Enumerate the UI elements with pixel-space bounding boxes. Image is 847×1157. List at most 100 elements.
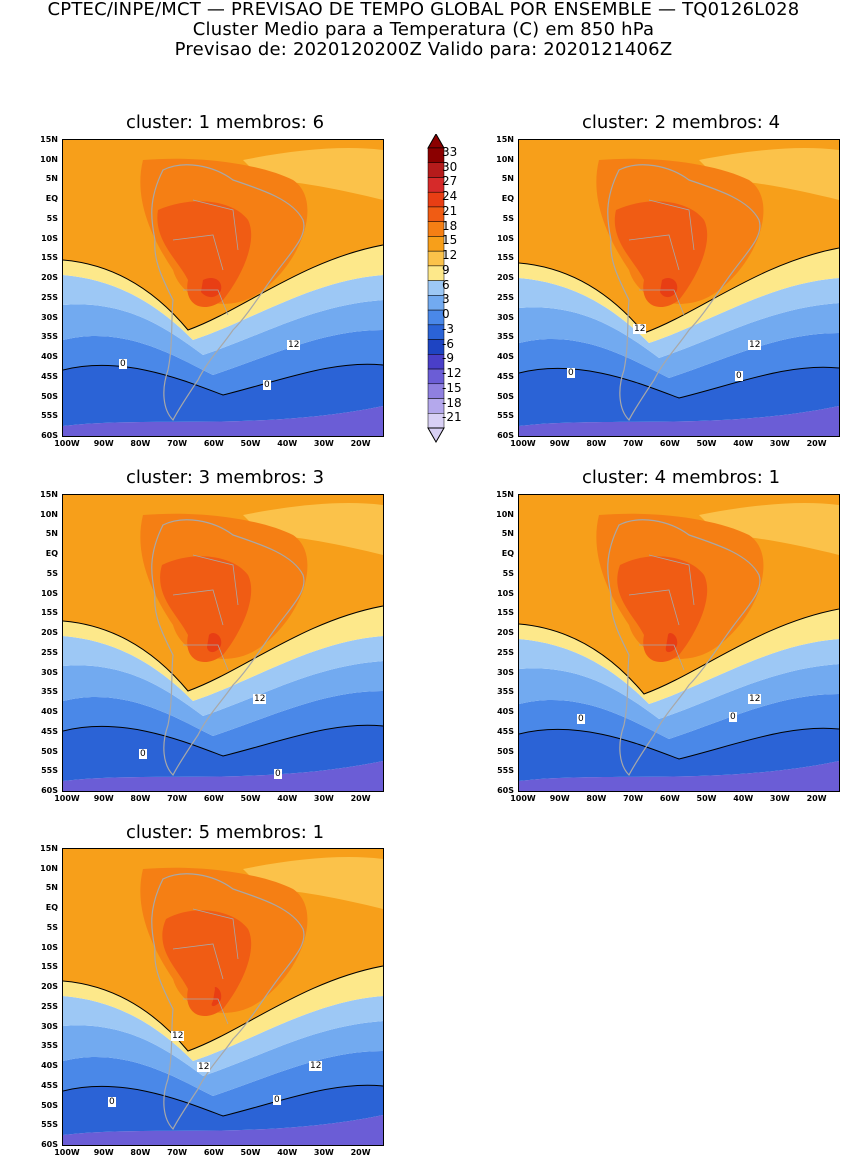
temperature-band [243,503,383,555]
y-tick-label: 35S [41,332,58,342]
temperature-band [243,148,383,200]
y-tick-label: 40S [497,352,514,362]
temperature-band [617,556,708,663]
y-tick-label: 35S [497,687,514,697]
x-tick-label: 30W [769,439,790,448]
contour-label: 0 [119,359,127,369]
colorbar-level-label: 30 [442,159,458,174]
country-border [648,554,695,606]
x-tick-label: 100W [54,439,80,448]
contour-12 [63,244,383,331]
map-panel-3 [62,494,384,792]
x-tick-label: 90W [549,439,570,448]
temperature-band [63,1051,383,1116]
header-line-1: CPTEC/INPE/MCT — PREVISAO DE TEMPO GLOBA… [47,0,800,20]
header-line-3: Previsao de: 2020120200Z Valido para: 20… [174,39,673,60]
temperature-band [63,406,383,436]
temperature-band [614,201,708,308]
country-border [192,554,239,606]
contour-label: 0 [139,749,147,759]
x-tick-label: 30W [769,794,790,803]
contour-12 [519,608,839,695]
temperature-band [699,503,839,555]
temperature-band [519,406,839,436]
x-tick-label: 40W [277,1148,298,1157]
country-border [639,289,685,316]
x-tick-label: 20W [350,794,371,803]
y-tick-label: 45S [497,371,514,381]
y-tick-label: EQ [45,903,58,913]
y-tick-label: 25S [41,647,58,657]
contour-label: 12 [171,1031,185,1041]
y-tick-label: 5N [501,174,514,184]
temperature-band [63,661,383,736]
panel-1-title: cluster: 1 membros: 6 [125,112,325,133]
temperature-band [201,278,222,298]
y-tick-label: 25S [497,292,514,302]
x-tick-label: 70W [167,439,188,448]
y-tick-label: 20S [41,273,58,283]
panel-4-title: cluster: 4 membros: 1 [581,467,781,488]
x-tick-label: 30W [313,1148,334,1157]
x-tick-label: 40W [277,794,298,803]
country-border [172,943,224,980]
y-tick-label: 10S [41,588,58,598]
country-border [183,998,229,1025]
y-tick-label: 5S [46,568,58,578]
colorbar-level-label: -12 [442,366,462,381]
coastline [151,519,305,777]
y-tick-label: 10S [41,233,58,243]
y-tick-label: 55S [497,411,514,421]
y-tick-label: 15N [40,490,58,499]
map2-field [519,140,839,436]
colorbar-level-label: 33 [442,145,458,159]
x-tick-label: 90W [93,794,114,803]
temperature-band [63,300,383,375]
country-border [192,199,239,251]
temperature-band [63,364,383,436]
country-border [183,644,229,671]
temperature-band [63,996,383,1076]
country-border [183,289,229,316]
x-tick-label: 30W [313,794,334,803]
y-tick-label: 15S [41,253,58,263]
temperature-band [207,633,222,653]
y-tick-label: 55S [41,766,58,776]
colorbar-level-label: 27 [442,174,458,189]
panel-3-title: cluster: 3 membros: 3 [125,467,325,488]
temperature-band [519,303,839,378]
colorbar-level-label: -18 [442,395,462,410]
y-tick-label: 5S [502,568,514,578]
temperature-band [665,633,678,653]
y-tick-label: 10S [497,233,514,243]
figure-header: CPTEC/INPE/MCT — PREVISAO DE TEMPO GLOBA… [0,0,847,60]
y-tick-label: 10S [41,942,58,952]
y-tick-label: EQ [501,549,514,559]
temperature-band [63,245,383,340]
y-tick-label: 40S [41,707,58,717]
y-tick-label: 35S [41,687,58,697]
map5-field [63,849,383,1145]
panel-5-title: cluster: 5 membros: 1 [125,822,325,843]
contour-label: 12 [748,340,762,350]
y-tick-label: 55S [41,411,58,421]
y-tick-label: 30S [41,1021,58,1031]
y-tick-label: 15S [41,608,58,618]
contour-12 [63,605,383,692]
temperature-band [519,248,839,343]
temperature-band [63,1085,383,1145]
temperature-band [157,201,252,308]
contour-label: 12 [197,1062,211,1072]
temperature-band [63,275,383,355]
coastline [151,164,305,422]
country-border [628,234,680,271]
temperature-band [519,367,839,436]
colorbar-level-label: 21 [442,203,458,218]
y-tick-label: 35S [41,1041,58,1051]
y-tick-label: 10N [40,509,58,519]
colorbar-level-label: -6 [442,336,454,351]
contour-label: 0 [577,714,585,724]
contour-0 [63,363,383,396]
x-tick-label: 40W [733,439,754,448]
y-tick-label: 50S [41,1100,58,1110]
